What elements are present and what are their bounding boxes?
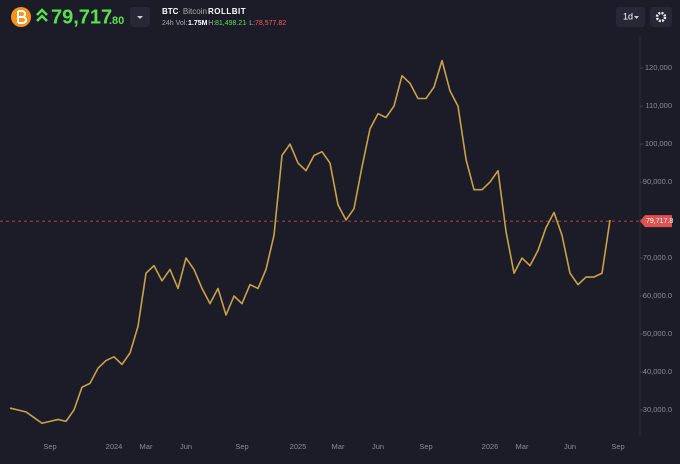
y-tick-label: 100,000 [645, 139, 672, 148]
btc-icon-glyph [17, 10, 27, 24]
x-tick-label: Jun [564, 442, 576, 451]
x-tick-label: 2026 [482, 442, 499, 451]
y-tick-label: 40,000.0 [643, 367, 672, 376]
y-tick-label: 30,000.0 [643, 405, 672, 414]
y-tick-label: 90,000.0 [643, 177, 672, 186]
price: 79,717 [51, 6, 112, 28]
x-tick-label: Sep [419, 442, 432, 451]
price-tag-label: 79,717.8 [646, 218, 673, 225]
brand: ROLLBIT [208, 7, 246, 16]
y-tick-label: 50,000.0 [643, 329, 672, 338]
price-decimals: .80 [109, 15, 124, 27]
volume: 1.75M [188, 20, 208, 27]
y-tick-label: 110,000 [645, 101, 672, 110]
low-label: · L: [245, 20, 255, 27]
settings-button[interactable] [650, 7, 672, 27]
x-tick-label: Mar [516, 442, 529, 451]
x-tick-label: Mar [332, 442, 345, 451]
up-icon [36, 8, 48, 22]
low: 78,577.82 [255, 20, 286, 27]
x-tick-label: Sep [235, 442, 248, 451]
x-tick-label: Jun [180, 442, 192, 451]
x-tick-label: Sep [611, 442, 624, 451]
price-tag [640, 215, 672, 228]
x-tick-label: Jun [372, 442, 384, 451]
y-tick-label: 60,000.0 [643, 291, 672, 300]
symbol: BTC [162, 7, 179, 16]
x-tick-label: Sep [43, 442, 56, 451]
x-tick-label: 2025 [290, 442, 307, 451]
high-label: · H: [204, 20, 215, 27]
x-tick-label: Mar [140, 442, 153, 451]
settings-icon [655, 11, 667, 23]
volume-label: 24h Vol: [162, 20, 187, 27]
symbol-name: · Bitcoin [178, 7, 207, 16]
interval-arrow [634, 16, 639, 19]
dropdown-arrow [137, 16, 143, 19]
x-tick-label: 2024 [106, 442, 123, 451]
y-tick-label: 120,000 [645, 63, 672, 72]
high: 81,498.21 [215, 20, 246, 27]
y-tick-label: 70,000.0 [643, 253, 672, 262]
interval: 1d [623, 11, 633, 21]
price-line-series [9, 59, 611, 425]
interval-button[interactable] [616, 7, 645, 27]
